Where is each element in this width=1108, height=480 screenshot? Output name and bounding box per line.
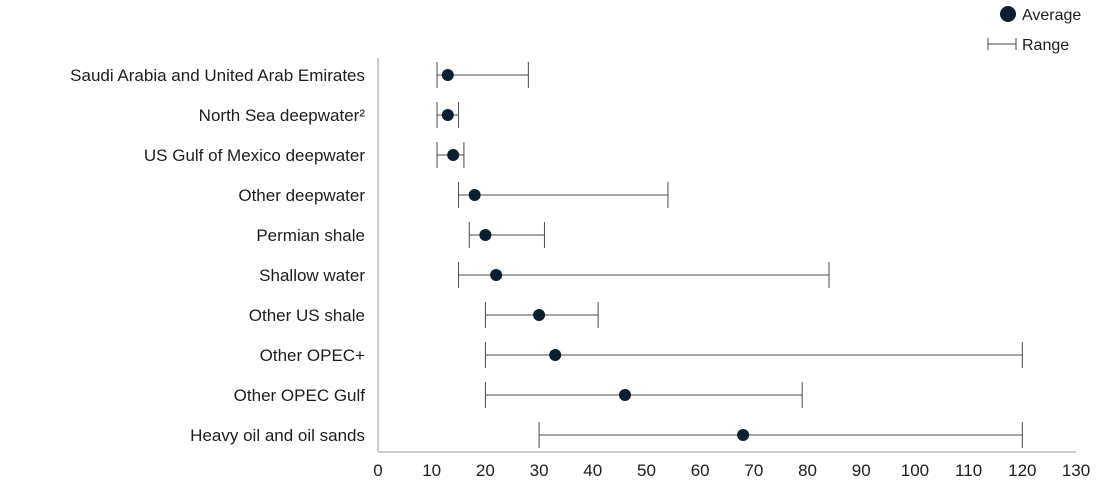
average-point	[737, 429, 750, 441]
category-label: Shallow water	[259, 266, 365, 285]
x-tick-label: 90	[852, 461, 871, 480]
x-tick-label: 0	[373, 461, 382, 480]
average-point	[479, 229, 492, 241]
category-label: Saudi Arabia and United Arab Emirates	[70, 66, 365, 85]
category-label: Heavy oil and oil sands	[190, 426, 365, 445]
category-label: Permian shale	[256, 226, 365, 245]
x-axis-ticks: 0 10 20 30 40 50 60 70 80 90 100 110 120 130	[373, 461, 1090, 480]
category-label: Other OPEC Gulf	[234, 386, 366, 405]
average-point	[490, 269, 503, 281]
chart-row: Other OPEC+	[260, 342, 1023, 368]
x-tick-label: 40	[583, 461, 602, 480]
chart-rows: Saudi Arabia and United Arab Emirates Nor…	[70, 62, 1023, 448]
x-tick-label: 100	[901, 461, 929, 480]
category-label: Other OPEC+	[260, 346, 365, 365]
category-label: Other US shale	[249, 306, 365, 325]
chart-row: US Gulf of Mexico deepwater	[144, 142, 465, 168]
legend-average-label: Average	[1022, 7, 1081, 24]
legend-range-label: Range	[1022, 37, 1069, 54]
x-tick-label: 60	[691, 461, 710, 480]
chart-row: Saudi Arabia and United Arab Emirates	[70, 62, 529, 88]
x-tick-label: 20	[476, 461, 495, 480]
chart-row: Shallow water	[259, 262, 830, 288]
chart-row: Other deepwater	[238, 182, 669, 208]
average-point	[441, 109, 454, 121]
chart-row: Heavy oil and oil sands	[190, 422, 1023, 448]
x-tick-label: 70	[744, 461, 763, 480]
average-point	[549, 349, 562, 361]
category-label: North Sea deepwater²	[199, 106, 366, 125]
x-tick-label: 50	[637, 461, 656, 480]
chart-row: Permian shale	[256, 222, 545, 248]
average-point	[618, 389, 631, 401]
category-label: Other deepwater	[238, 186, 365, 205]
legend: Average Range	[987, 6, 1081, 54]
x-tick-label: 120	[1008, 461, 1036, 480]
x-tick-label: 80	[798, 461, 817, 480]
chart-row: Other OPEC Gulf	[234, 382, 803, 408]
x-tick-label: 30	[530, 461, 549, 480]
legend-average-marker	[1000, 6, 1016, 22]
chart-row: Other US shale	[249, 302, 599, 328]
x-tick-label: 10	[422, 461, 441, 480]
x-tick-label: 110	[955, 461, 982, 480]
average-point	[441, 69, 454, 81]
chart-row: North Sea deepwater²	[199, 102, 460, 128]
x-tick-label: 130	[1062, 461, 1090, 480]
legend-range-marker	[987, 38, 1017, 50]
average-point	[447, 149, 460, 161]
category-label: US Gulf of Mexico deepwater	[144, 146, 365, 165]
average-point	[468, 189, 481, 201]
average-point	[533, 309, 546, 321]
